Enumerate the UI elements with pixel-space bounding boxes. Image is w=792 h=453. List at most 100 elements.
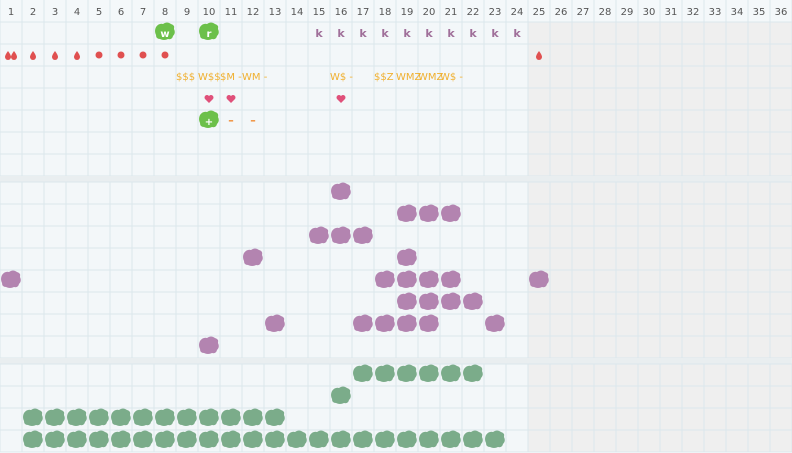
column-label: 28 — [599, 7, 612, 18]
k-mark: k — [513, 27, 521, 40]
column-label: 25 — [533, 7, 546, 18]
heart — [226, 95, 236, 103]
green-blob — [111, 430, 131, 448]
green-blob — [441, 364, 461, 382]
green-blob — [199, 408, 219, 426]
green-blob — [221, 408, 241, 426]
green-blob — [199, 430, 219, 448]
column-label: 5 — [96, 7, 102, 18]
dot — [95, 51, 103, 59]
purple-blob — [375, 314, 395, 332]
purple-blob — [441, 292, 461, 310]
green-blob — [243, 430, 263, 448]
column-label: 32 — [687, 7, 700, 18]
column-label: 24 — [511, 7, 524, 18]
dash: – — [228, 114, 234, 127]
column-label: 7 — [140, 7, 146, 18]
column-label: 10 — [203, 7, 216, 18]
purple-blob — [331, 182, 351, 200]
heart — [204, 95, 214, 103]
code-text: W$ - — [330, 72, 353, 83]
green-blob — [353, 430, 373, 448]
double-drop — [5, 51, 11, 60]
purple-blob — [419, 292, 439, 310]
k-mark: k — [381, 27, 389, 40]
column-label: 26 — [555, 7, 568, 18]
column-label: 22 — [467, 7, 480, 18]
green-blob — [133, 430, 153, 448]
purple-blob — [397, 204, 417, 222]
column-label: 18 — [379, 7, 392, 18]
k-mark: k — [469, 27, 477, 40]
green-blob — [375, 364, 395, 382]
green-blob — [177, 408, 197, 426]
code-text: WM - — [242, 72, 268, 83]
double-drop — [11, 51, 17, 60]
column-label: 9 — [184, 7, 190, 18]
k-mark: k — [425, 27, 433, 40]
plus-label: + — [205, 117, 213, 128]
green-blob — [155, 408, 175, 426]
column-label: 21 — [445, 7, 458, 18]
green-blob — [375, 430, 395, 448]
green-blob — [89, 430, 109, 448]
code-text: W$ - — [440, 72, 463, 83]
green-blob — [67, 408, 87, 426]
purple-blob — [265, 314, 285, 332]
badge — [155, 22, 175, 40]
green-blob — [177, 430, 197, 448]
column-label: 8 — [162, 7, 168, 18]
purple-blob — [419, 270, 439, 288]
k-mark: k — [337, 27, 345, 40]
code-text: WMZ — [418, 72, 444, 83]
column-label: 27 — [577, 7, 590, 18]
drop — [30, 51, 36, 60]
drop — [536, 51, 542, 60]
column-label: 3 — [52, 7, 58, 18]
green-blob — [287, 430, 307, 448]
k-mark: k — [491, 27, 499, 40]
purple-blob — [397, 292, 417, 310]
plus-badge — [199, 110, 219, 128]
green-blob — [309, 430, 329, 448]
column-label: 1 — [8, 7, 14, 18]
column-label: 20 — [423, 7, 436, 18]
purple-blob — [331, 226, 351, 244]
column-label: 15 — [313, 7, 326, 18]
green-blob — [265, 430, 285, 448]
green-blob — [221, 430, 241, 448]
section-gap — [0, 176, 792, 182]
k-mark: k — [447, 27, 455, 40]
column-label: 13 — [269, 7, 282, 18]
purple-blob — [1, 270, 21, 288]
green-blob — [265, 408, 285, 426]
column-label: 31 — [665, 7, 678, 18]
purple-blob — [397, 270, 417, 288]
purple-blob — [485, 314, 505, 332]
purple-blob — [243, 248, 263, 266]
green-blob — [331, 430, 351, 448]
column-label: 19 — [401, 7, 414, 18]
column-label: 34 — [731, 7, 744, 18]
purple-blob — [441, 270, 461, 288]
green-blob — [419, 364, 439, 382]
green-blob — [419, 430, 439, 448]
green-blob — [67, 430, 87, 448]
purple-blob — [529, 270, 549, 288]
green-blob — [23, 430, 43, 448]
purple-blob — [441, 204, 461, 222]
purple-blob — [353, 226, 373, 244]
green-blob — [23, 408, 43, 426]
drop — [74, 51, 80, 60]
column-label: 17 — [357, 7, 370, 18]
column-label: 29 — [621, 7, 634, 18]
green-blob — [111, 408, 131, 426]
column-label: 35 — [753, 7, 766, 18]
green-blob — [155, 430, 175, 448]
green-blob — [485, 430, 505, 448]
k-mark: k — [359, 27, 367, 40]
code-text: WMZ — [396, 72, 422, 83]
dash: – — [250, 114, 256, 127]
green-blob — [89, 408, 109, 426]
